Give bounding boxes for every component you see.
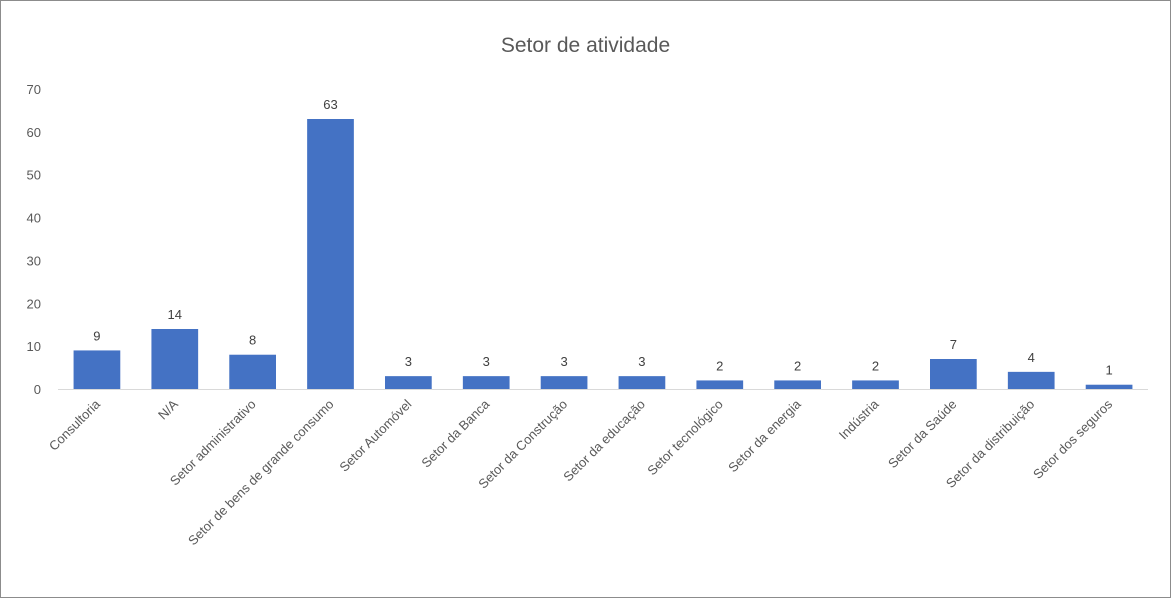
bar <box>774 380 821 389</box>
data-label: 9 <box>93 328 100 343</box>
data-label: 7 <box>950 337 957 352</box>
category-label: Consultoria <box>46 396 104 454</box>
data-label: 2 <box>716 358 723 373</box>
category-label: Setor da distribuição <box>943 397 1037 491</box>
y-tick-label: 0 <box>34 382 41 397</box>
y-axis: 0 10 20 30 40 50 60 70 <box>27 82 41 397</box>
data-label: 8 <box>249 333 256 348</box>
bar <box>1007 371 1055 389</box>
bar <box>385 376 432 389</box>
bar <box>1085 384 1133 389</box>
bar <box>540 376 588 389</box>
y-tick-label: 10 <box>27 339 41 354</box>
category-label: Indústria <box>836 396 882 442</box>
category-label: Setor tecnológico <box>644 397 726 479</box>
y-tick-label: 70 <box>27 82 41 97</box>
data-label: 14 <box>168 307 182 322</box>
data-label: 3 <box>638 354 645 369</box>
category-label: Setor da educação <box>560 397 648 485</box>
y-tick-label: 20 <box>27 296 41 311</box>
data-label: 2 <box>872 358 879 373</box>
category-label: Setor da energia <box>725 396 804 475</box>
bar <box>151 329 199 389</box>
category-label: Setor da Construção <box>475 397 570 492</box>
category-label: Setor Automóvel <box>336 396 414 474</box>
bar <box>618 376 666 389</box>
category-label: Setor de bens de grande consumo <box>185 397 337 549</box>
data-label: 3 <box>405 354 412 369</box>
bar <box>930 359 977 389</box>
bar <box>852 380 899 389</box>
bar <box>229 354 276 389</box>
bar <box>73 350 121 389</box>
chart-title: Setor de atividade <box>500 34 671 57</box>
bars <box>73 119 1133 389</box>
category-label: N/A <box>155 396 181 422</box>
category-label: Setor da Banca <box>418 396 493 471</box>
bar <box>307 119 354 389</box>
bar <box>696 380 744 389</box>
bar <box>462 376 510 389</box>
y-tick-label: 30 <box>27 253 41 268</box>
data-label: 1 <box>1105 363 1112 378</box>
data-label: 4 <box>1028 350 1035 365</box>
data-label: 3 <box>483 354 490 369</box>
category-label: Setor dos seguros <box>1030 396 1116 482</box>
category-label: Setor administrativo <box>167 397 259 489</box>
y-tick-label: 60 <box>27 125 41 140</box>
data-label: 63 <box>323 97 337 112</box>
category-label: Setor da Saúde <box>885 397 960 472</box>
y-tick-label: 40 <box>27 211 41 226</box>
y-tick-label: 50 <box>27 168 41 183</box>
data-label: 3 <box>560 354 567 369</box>
data-label: 2 <box>794 358 801 373</box>
